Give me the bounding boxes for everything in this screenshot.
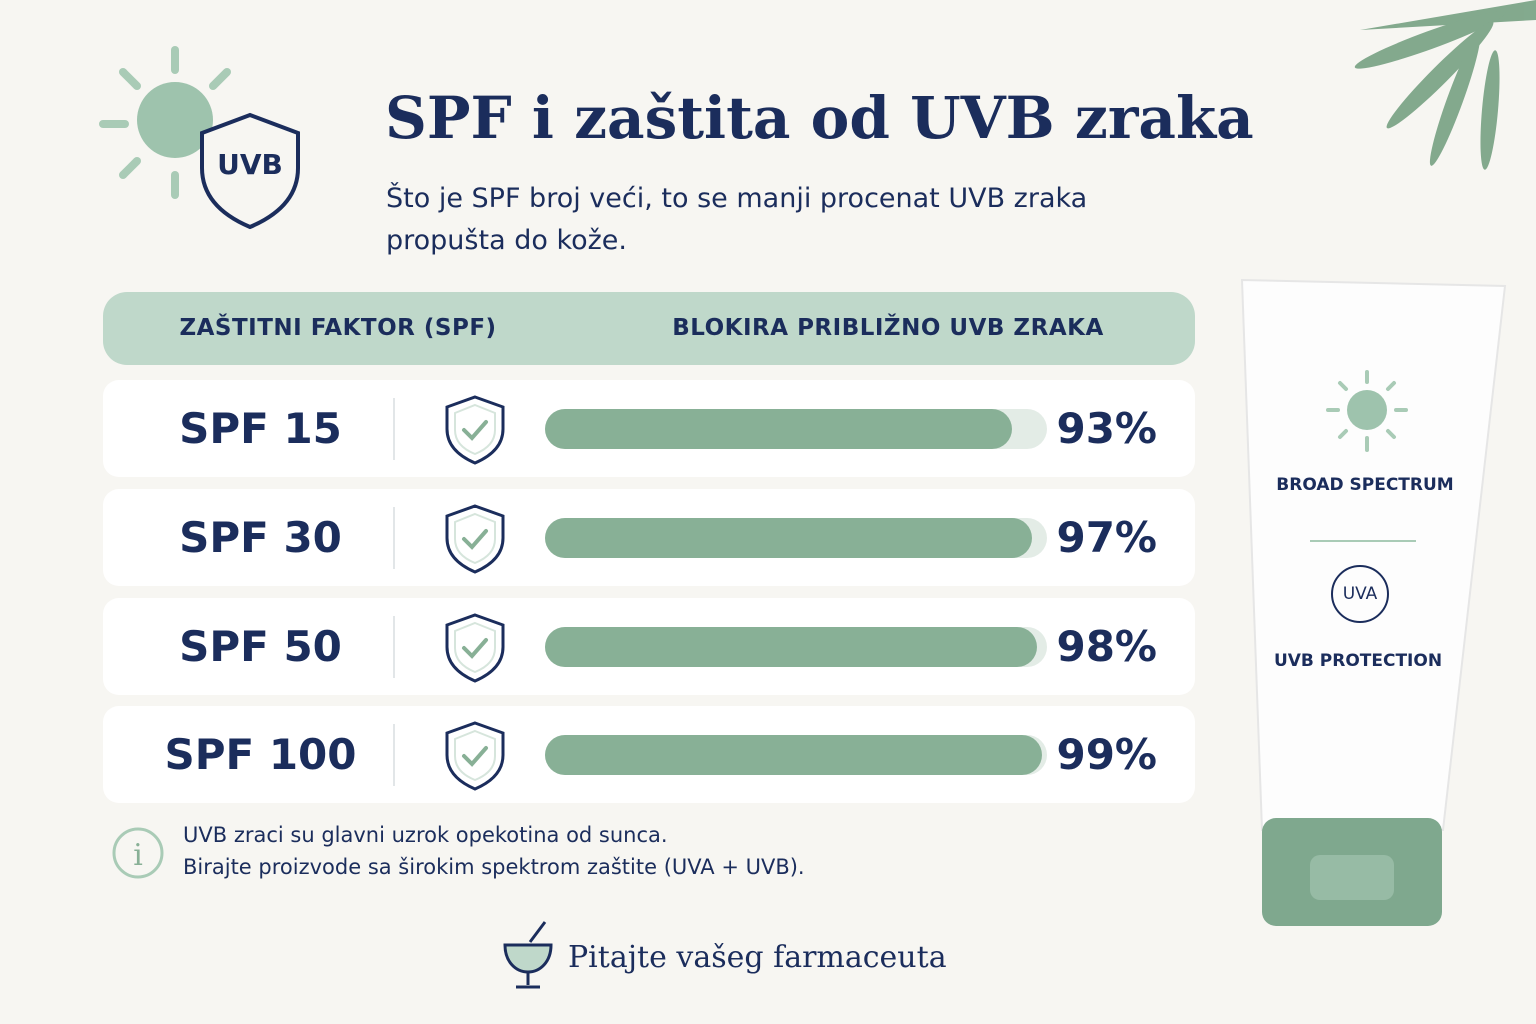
title: SPF i zaštita od UVB zraka	[385, 84, 1254, 152]
sun-icon	[99, 46, 231, 199]
divider	[393, 724, 395, 786]
spf-label: SPF 15	[179, 404, 342, 453]
bar	[545, 409, 1012, 449]
table-row: SPF 30 97%	[103, 489, 1195, 586]
info-icon: i	[112, 827, 164, 879]
note: Birajte proizvode sa širokim spektrom za…	[183, 855, 805, 879]
palm-leaf	[1354, 0, 1536, 170]
value-label: 97%	[1056, 513, 1157, 562]
tube-text: BROAD SPECTRUM	[1276, 475, 1454, 495]
shield-icon	[443, 502, 507, 578]
shield-icon	[443, 611, 507, 687]
column-header: ZAŠTITNI FAKTOR (SPF)	[179, 315, 497, 341]
bar-track	[545, 735, 1047, 775]
badge: UVB	[217, 148, 283, 181]
shield-icon	[443, 393, 507, 469]
tube-text: UVB PROTECTION	[1273, 651, 1443, 671]
tube	[1240, 278, 1507, 926]
spf-label: SPF 100	[164, 730, 357, 779]
bar-track	[545, 409, 1047, 449]
spf-label: SPF 50	[179, 622, 342, 671]
shield-icon	[200, 112, 300, 230]
table-row: SPF 15 93%	[103, 380, 1195, 477]
divider	[393, 616, 395, 678]
value-label: 98%	[1056, 622, 1157, 671]
value-label: 93%	[1056, 404, 1157, 453]
table-row: SPF 50 98%	[103, 598, 1195, 695]
subtitle: Što je SPF broj veći, to se manji procen…	[386, 183, 1088, 256]
table-row: SPF 100 99%	[103, 706, 1195, 803]
spf-label: SPF 30	[179, 513, 342, 562]
shield-icon	[443, 719, 507, 795]
footer: Pitajte vašeg farmaceuta	[568, 940, 947, 975]
divider	[393, 507, 395, 569]
bar	[545, 518, 1032, 558]
bar	[545, 627, 1037, 667]
tube-badge: UVA	[1342, 584, 1378, 604]
svg-text:i: i	[133, 838, 143, 873]
pharmacy-icon	[503, 921, 553, 989]
divider	[393, 398, 395, 460]
value-label: 99%	[1056, 730, 1157, 779]
bar-track	[545, 518, 1047, 558]
note: UVB zraci su glavni uzrok opekotina od s…	[183, 823, 668, 847]
bar-track	[545, 627, 1047, 667]
table-header: ZAŠTITNI FAKTOR (SPF) BLOKIRA PRIBLIŽNO …	[103, 292, 1195, 365]
column-header: BLOKIRA PRIBLIŽNO UVB ZRAKA	[672, 315, 1104, 341]
bar	[545, 735, 1042, 775]
